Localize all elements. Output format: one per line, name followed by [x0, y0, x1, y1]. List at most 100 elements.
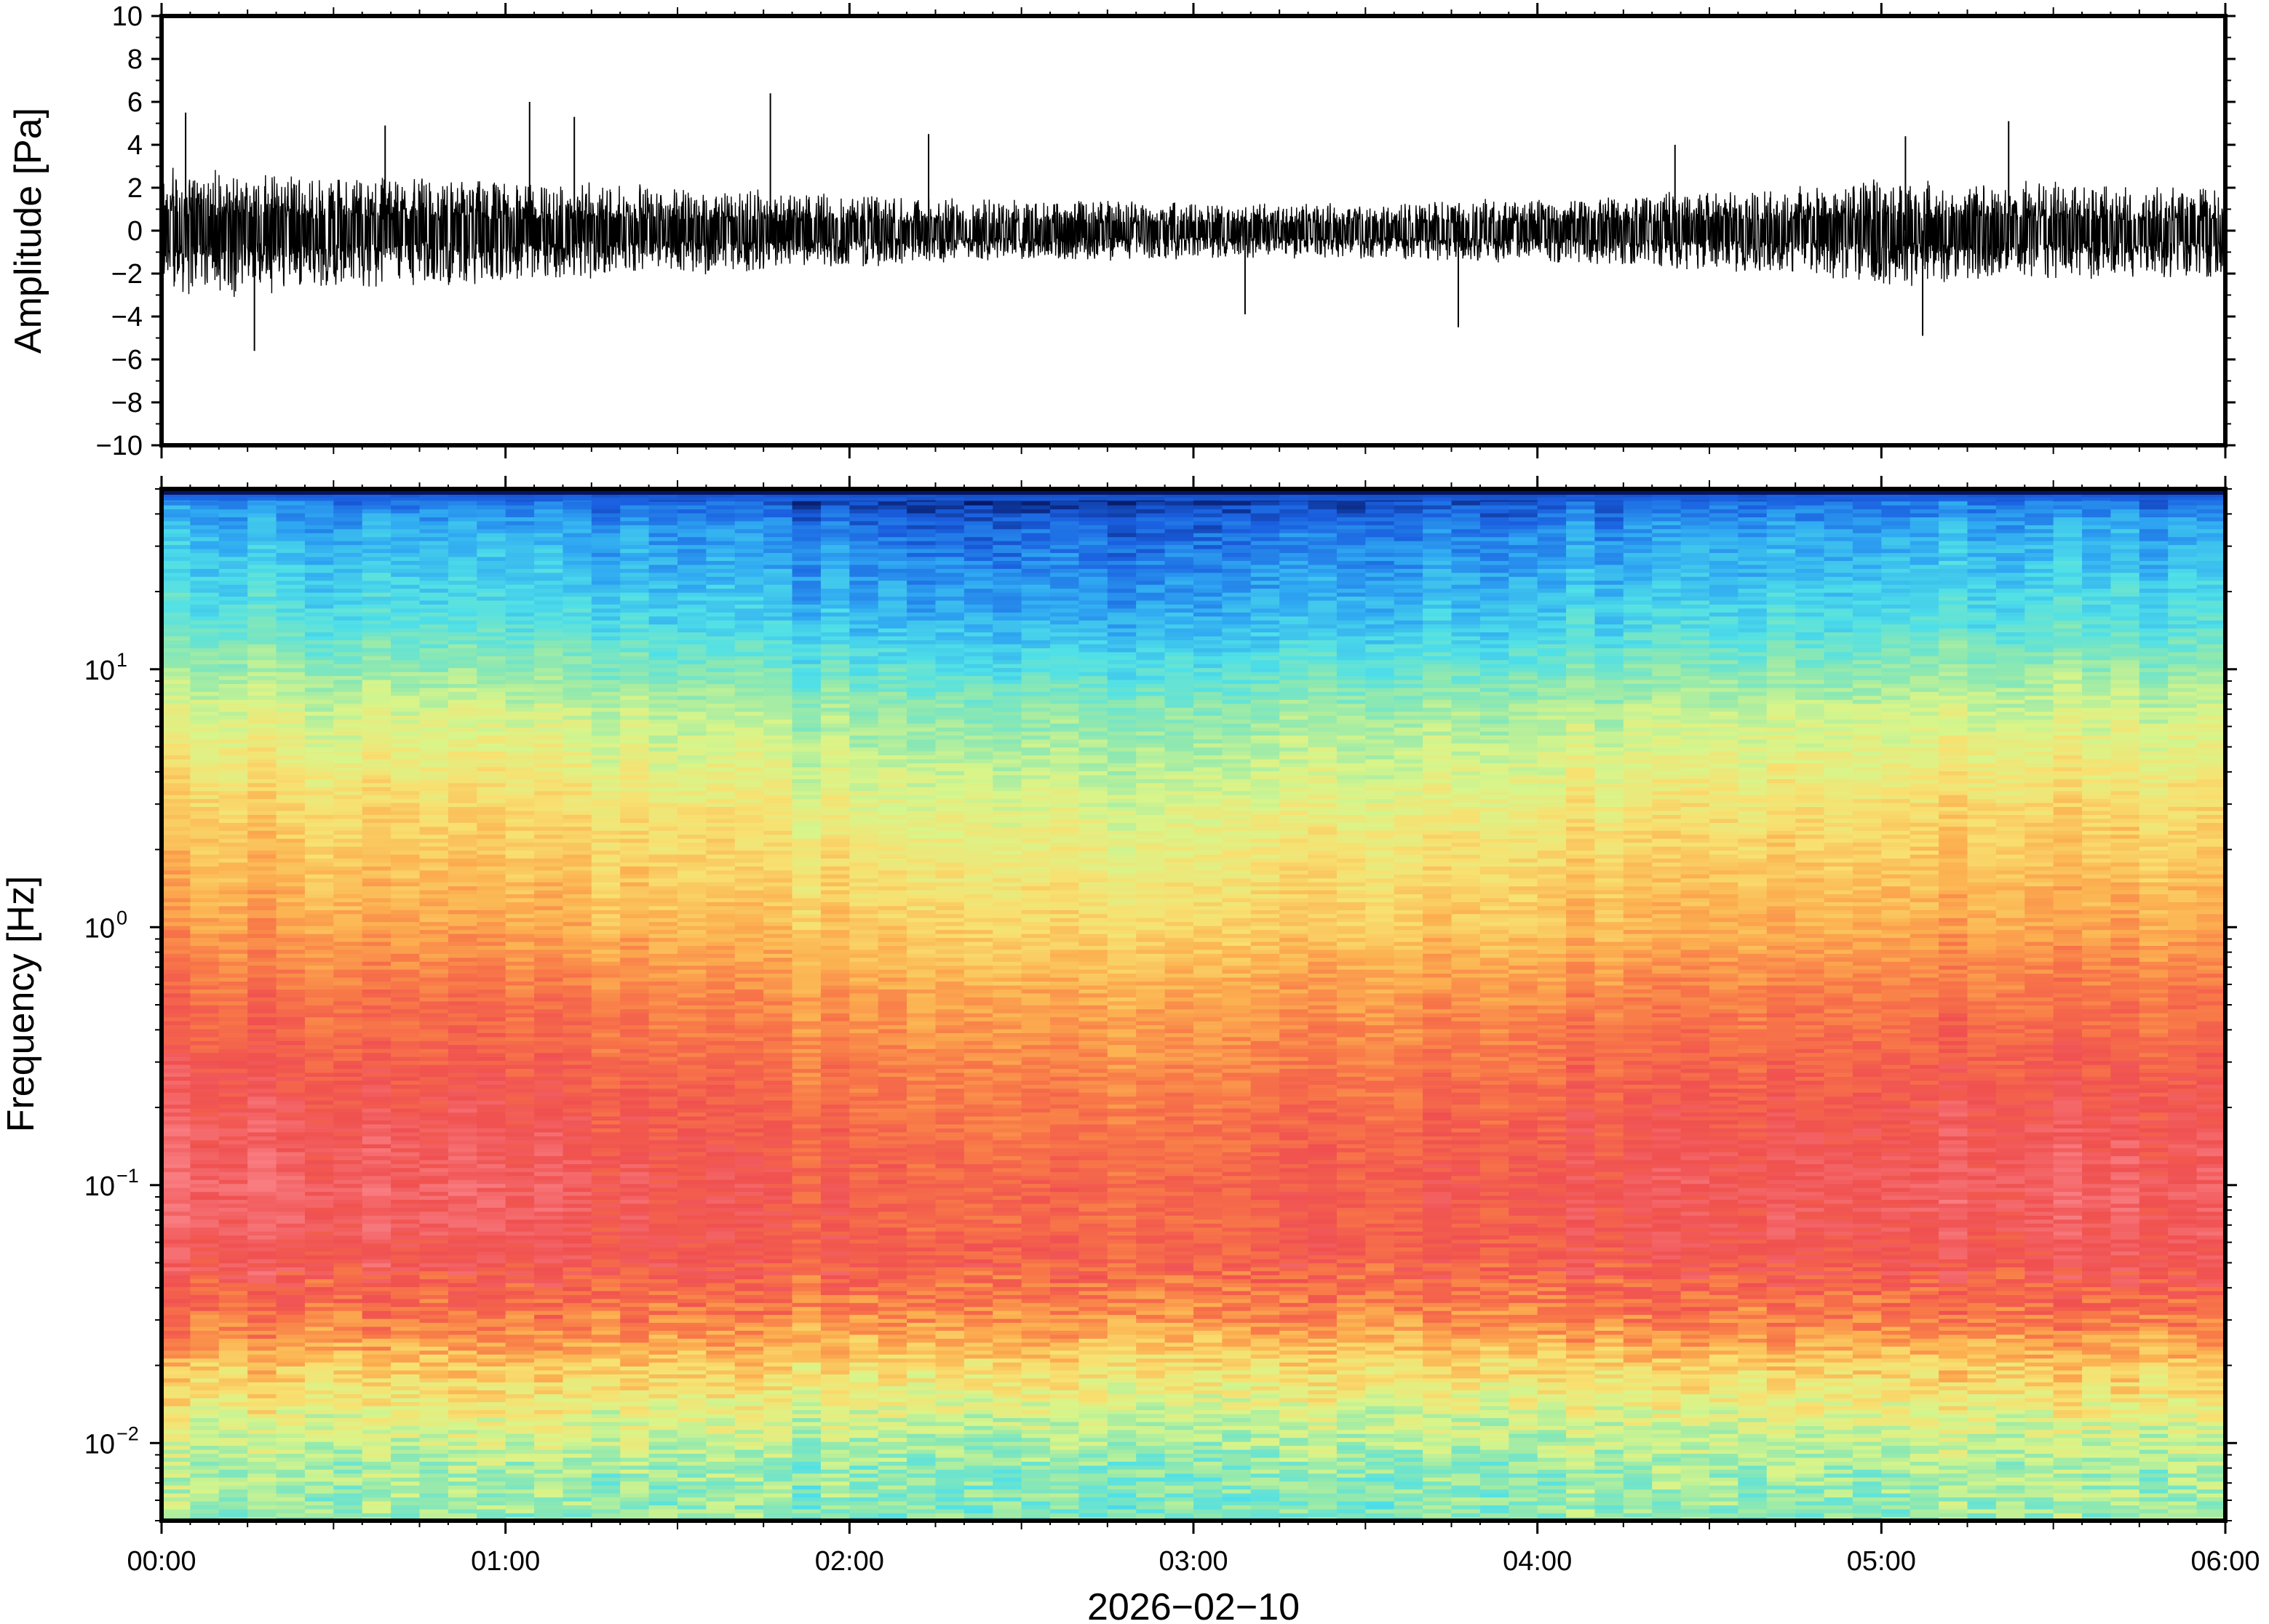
spectrogram-cell — [677, 1330, 707, 1334]
spectrogram-cell — [277, 961, 306, 966]
spectrogram-cell — [563, 937, 592, 942]
spectrogram-cell — [448, 1136, 477, 1140]
spectrogram-cell — [333, 858, 362, 862]
spectrogram-cell — [620, 1310, 649, 1315]
spectrogram-cell — [677, 1144, 707, 1148]
spectrogram-cell — [219, 711, 248, 715]
spectrogram-cell — [477, 1116, 506, 1121]
spectrogram-cell — [592, 604, 621, 608]
spectrogram-cell — [477, 1132, 506, 1137]
spectrogram-cell — [305, 664, 334, 668]
spectrogram-cell — [162, 560, 191, 565]
spectrogram-cell — [162, 1163, 191, 1168]
spectrogram-cell — [420, 541, 449, 545]
spectrogram-cell — [247, 521, 277, 525]
spectrogram-cell — [305, 822, 334, 827]
spectrogram-cell — [333, 1199, 362, 1203]
spectrogram-cell — [448, 743, 477, 747]
spectrogram-cell — [219, 533, 248, 537]
spectrogram-cell — [506, 1084, 535, 1088]
spectrogram-cell — [420, 1422, 449, 1426]
spectrogram-cell — [333, 616, 362, 621]
spectrogram-cell — [277, 1342, 306, 1347]
spectrogram-cell — [277, 1005, 306, 1009]
spectrogram-cell — [448, 584, 477, 589]
spectrogram-cell — [420, 1132, 449, 1137]
spectrogram-cell — [592, 517, 621, 521]
spectrogram-cell — [362, 739, 392, 744]
spectrogram-cell — [592, 580, 621, 584]
spectrogram-cell — [219, 683, 248, 688]
spectrogram-cell — [162, 1354, 191, 1358]
spectrogram-cell — [391, 961, 420, 966]
spectrogram-cell — [620, 862, 649, 867]
spectrogram-cell — [477, 1497, 506, 1501]
spectrogram-cell — [649, 517, 678, 521]
spectrogram-cell — [219, 604, 248, 608]
spectrogram-cell — [592, 1001, 621, 1006]
spectrogram-cell — [620, 926, 649, 930]
spectrogram-cell — [305, 652, 334, 656]
spectrogram-cell — [219, 945, 248, 950]
spectrogram-cell — [277, 1382, 306, 1386]
spectrogram-cell — [506, 584, 535, 589]
spectrogram-cell — [247, 715, 277, 720]
spectrogram-cell — [448, 1076, 477, 1080]
spectrogram-cell — [592, 1187, 621, 1192]
spectrogram-cell — [477, 1473, 506, 1478]
spectrogram-cell — [534, 830, 563, 835]
spectrogram-cell — [219, 731, 248, 736]
spectrogram-cell — [677, 1414, 707, 1418]
spectrogram-cell — [448, 1390, 477, 1394]
spectrogram-cell — [649, 509, 678, 513]
spectrogram-cell — [592, 1350, 621, 1354]
spectrogram-cell — [534, 576, 563, 581]
spectrogram-cell — [534, 1092, 563, 1096]
spectrogram-cell — [277, 937, 306, 942]
spectrogram-cell — [649, 1013, 678, 1017]
spectrogram-cell — [534, 1275, 563, 1279]
spectrogram-cell — [592, 1179, 621, 1184]
spectrogram-cell — [162, 517, 191, 521]
spectrogram-cell — [563, 509, 592, 513]
spectrogram-cell — [190, 759, 219, 763]
spectrogram-cell — [534, 1024, 563, 1029]
spectrogram-cell — [506, 1453, 535, 1457]
spectrogram-cell — [448, 1187, 477, 1192]
spectrogram-cell — [649, 723, 678, 728]
spectrogram-cell — [277, 1243, 306, 1247]
spectrogram-cell — [277, 1461, 306, 1465]
spectrogram-cell — [506, 1485, 535, 1489]
spectrogram-cell — [477, 1457, 506, 1462]
spectrogram-cell — [420, 1346, 449, 1350]
spectrogram-cell — [477, 1008, 506, 1013]
spectrogram-cell — [333, 521, 362, 525]
spectrogram-cell — [448, 858, 477, 862]
spectrogram-cell — [448, 1005, 477, 1009]
spectrogram-cell — [362, 505, 392, 509]
spectrogram-cell — [592, 739, 621, 744]
spectrogram-cell — [305, 739, 334, 744]
spectrogram-cell — [277, 850, 306, 854]
spectrogram-cell — [506, 1080, 535, 1085]
spectrogram-cell — [534, 1267, 563, 1271]
spectrogram-cell — [333, 1422, 362, 1426]
spectrogram-cell — [448, 819, 477, 823]
spectrogram-cell — [247, 1374, 277, 1378]
spectrogram-cell — [592, 704, 621, 708]
spectrogram-cell — [277, 640, 306, 644]
spectrogram-cell — [620, 842, 649, 846]
spectrogram-cell — [190, 743, 219, 747]
spectrogram-cell — [190, 1092, 219, 1096]
spectrogram-cell — [477, 814, 506, 819]
spectrogram-cell — [649, 1100, 678, 1104]
spectrogram-cell — [362, 604, 392, 608]
spectrogram-cell — [534, 704, 563, 708]
spectrogram-cell — [162, 1449, 191, 1454]
spectrogram-cell — [162, 699, 191, 704]
spectrogram-cell — [649, 1124, 678, 1129]
spectrogram-cell — [448, 997, 477, 1001]
spectrogram-cell — [477, 1005, 506, 1009]
spectrogram-cell — [391, 965, 420, 969]
spectrogram-cell — [391, 1013, 420, 1017]
